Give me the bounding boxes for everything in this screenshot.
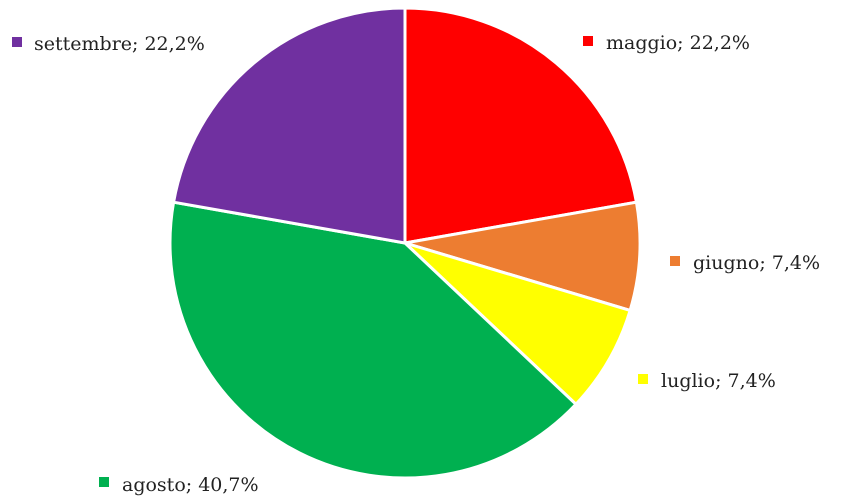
label-marker-agosto (99, 477, 109, 487)
label-text-settembre: settembre; 22,2% (34, 33, 205, 55)
label-marker-maggio (583, 36, 593, 46)
label-giugno: giugno; 7,4% (670, 252, 820, 274)
label-marker-giugno (670, 256, 680, 266)
pie-slice-agosto (168, 200, 578, 480)
label-agosto: agosto; 40,7% (99, 474, 259, 496)
label-text-agosto: agosto; 40,7% (122, 474, 259, 496)
label-text-giugno: giugno; 7,4% (693, 252, 820, 274)
label-maggio: maggio; 22,2% (583, 32, 750, 54)
pie-slice-maggio (403, 6, 638, 245)
data-labels: maggio; 22,2% giugno; 7,4% luglio; 7,4% … (12, 32, 820, 496)
label-text-maggio: maggio; 22,2% (606, 32, 750, 54)
label-marker-settembre (12, 37, 22, 47)
label-text-luglio: luglio; 7,4% (661, 370, 776, 392)
pie-slice-giugno (403, 200, 642, 312)
pie-slices (168, 6, 642, 480)
label-marker-luglio (638, 374, 648, 384)
pie-slice-luglio (403, 241, 632, 406)
label-settembre: settembre; 22,2% (12, 33, 205, 55)
pie-slice-settembre (172, 6, 407, 245)
label-luglio: luglio; 7,4% (638, 370, 776, 392)
